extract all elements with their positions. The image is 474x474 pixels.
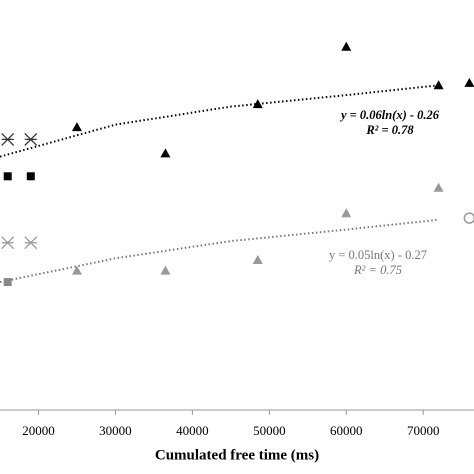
x-tick-label: 70000 (407, 423, 440, 438)
asterisk-marker (1, 236, 15, 250)
square-marker (3, 172, 12, 181)
triangle-marker (160, 265, 171, 275)
asterisk-marker (24, 132, 38, 146)
triangle-marker (71, 265, 82, 275)
triangle-marker (341, 41, 352, 51)
x-tick-label: 50000 (253, 423, 286, 438)
x-tick-label: 60000 (330, 423, 363, 438)
trend-equation: y = 0.06ln(x) - 0.26 (339, 108, 440, 122)
x-tick-label: 20000 (22, 423, 55, 438)
triangle-marker (433, 80, 444, 90)
triangle-marker (433, 182, 444, 192)
x-axis-label: Cumulated free time (ms) (155, 447, 319, 463)
triangle-marker (71, 122, 82, 132)
asterisk-marker (24, 236, 38, 250)
square-marker (3, 278, 12, 287)
trend-r2: R² = 0.75 (353, 263, 402, 277)
trendline (0, 84, 439, 158)
asterisk-marker (1, 132, 15, 146)
square-marker (26, 172, 35, 181)
circle-marker (463, 212, 474, 224)
x-tick-label: 30000 (99, 423, 132, 438)
trend-equation: y = 0.05ln(x) - 0.27 (329, 248, 427, 262)
triangle-marker (252, 254, 263, 264)
triangle-marker (464, 77, 474, 87)
triangle-marker (252, 99, 263, 109)
triangle-marker (341, 208, 352, 218)
trend-r2: R² = 0.78 (365, 123, 414, 137)
x-tick-label: 40000 (176, 423, 209, 438)
triangle-marker (160, 148, 171, 158)
trendline (0, 218, 439, 284)
